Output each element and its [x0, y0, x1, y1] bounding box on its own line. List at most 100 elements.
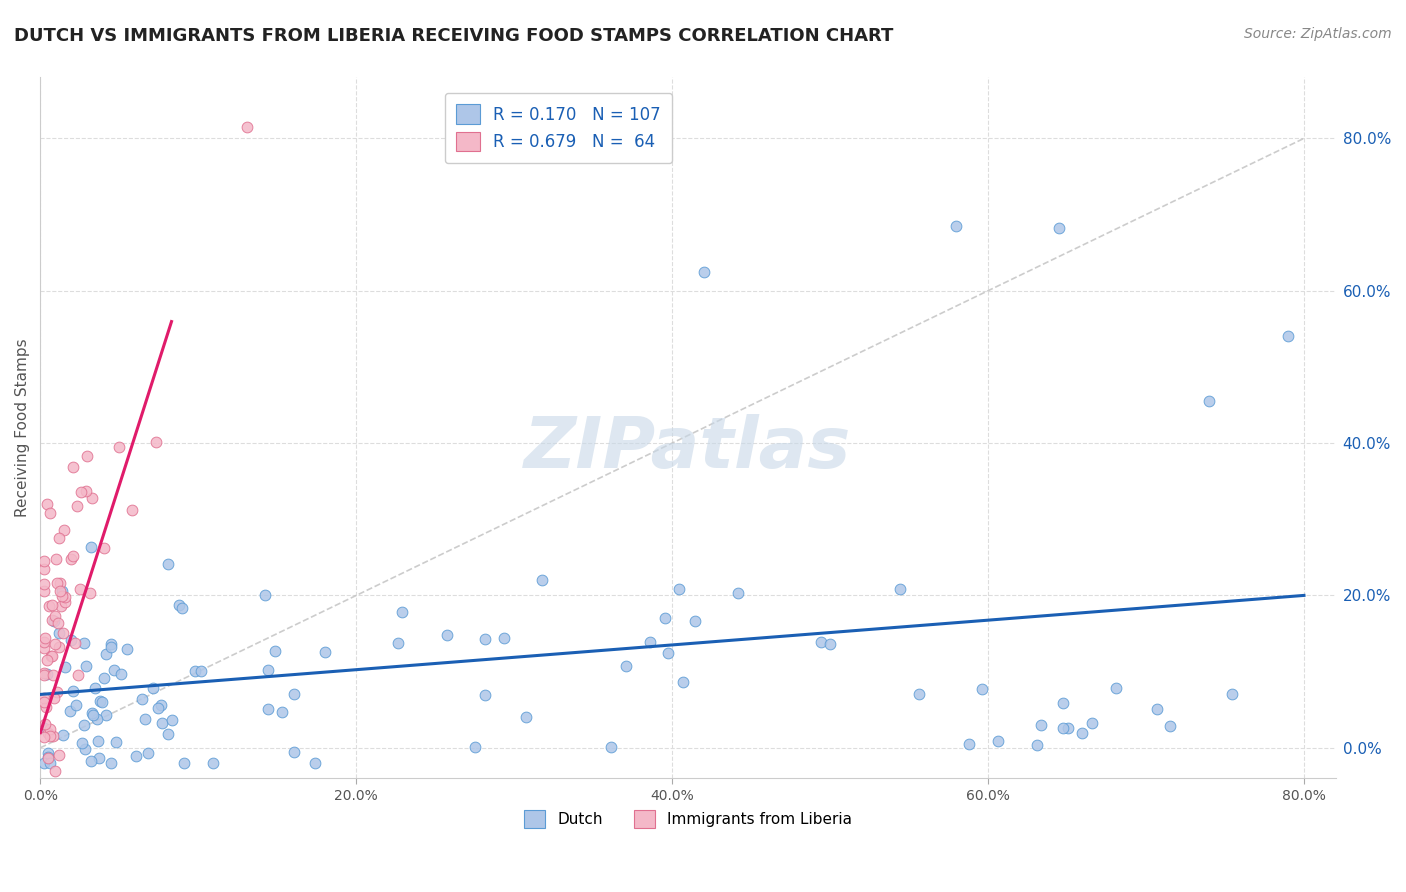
Point — [44, 764, 66, 778]
Point — [908, 687, 931, 701]
Point — [80, 754, 103, 768]
Point — [314, 645, 336, 659]
Point — [167, 598, 190, 612]
Point — [889, 582, 911, 596]
Point — [41, 613, 63, 627]
Point — [46, 615, 69, 630]
Point — [599, 739, 621, 754]
Point — [672, 675, 695, 690]
Text: ZIPatlas: ZIPatlas — [524, 415, 852, 483]
Point — [96, 647, 118, 661]
Point — [39, 506, 62, 520]
Point — [32, 721, 55, 735]
Point — [32, 667, 55, 681]
Point — [270, 705, 292, 719]
Point — [1081, 716, 1104, 731]
Point — [48, 748, 70, 763]
Point — [34, 716, 56, 731]
Point — [37, 746, 59, 760]
Point — [304, 756, 326, 770]
Point — [70, 485, 93, 500]
Point — [41, 598, 63, 612]
Point — [48, 531, 70, 545]
Point — [136, 746, 159, 760]
Point — [59, 704, 82, 718]
Point — [90, 695, 112, 709]
Point — [957, 737, 980, 751]
Point — [48, 640, 70, 654]
Point — [38, 722, 60, 736]
Point — [66, 668, 89, 682]
Point — [614, 659, 637, 673]
Point — [283, 687, 305, 701]
Point — [32, 634, 55, 648]
Point — [52, 728, 75, 742]
Point — [39, 729, 62, 743]
Point — [86, 734, 108, 748]
Point — [970, 681, 993, 696]
Point — [82, 706, 104, 720]
Point — [65, 698, 87, 712]
Point — [51, 589, 73, 603]
Point — [49, 599, 72, 614]
Point — [32, 577, 55, 591]
Point — [37, 725, 59, 739]
Point — [35, 699, 58, 714]
Point — [66, 499, 89, 513]
Point — [531, 573, 554, 587]
Point — [49, 575, 72, 590]
Point — [727, 586, 749, 600]
Point — [1159, 719, 1181, 733]
Point — [100, 640, 122, 654]
Point — [32, 641, 55, 656]
Point — [44, 609, 66, 624]
Text: Source: ZipAtlas.com: Source: ZipAtlas.com — [1244, 27, 1392, 41]
Point — [387, 636, 409, 650]
Point — [1052, 721, 1074, 735]
Point — [474, 632, 496, 646]
Point — [125, 749, 148, 764]
Point — [100, 756, 122, 770]
Point — [104, 735, 127, 749]
Point — [263, 644, 285, 658]
Point — [32, 584, 55, 599]
Point — [32, 695, 55, 709]
Point — [63, 636, 86, 650]
Point — [32, 554, 55, 568]
Point — [87, 751, 110, 765]
Point — [190, 664, 212, 678]
Point — [1105, 681, 1128, 695]
Point — [60, 632, 83, 647]
Point — [82, 707, 104, 722]
Point — [45, 552, 67, 566]
Point — [37, 653, 59, 667]
Point — [84, 681, 107, 695]
Point — [62, 683, 84, 698]
Point — [32, 690, 55, 705]
Point — [89, 693, 111, 707]
Point — [1047, 221, 1070, 235]
Point — [253, 588, 276, 602]
Point — [987, 733, 1010, 747]
Text: DUTCH VS IMMIGRANTS FROM LIBERIA RECEIVING FOOD STAMPS CORRELATION CHART: DUTCH VS IMMIGRANTS FROM LIBERIA RECEIVI… — [14, 27, 893, 45]
Point — [93, 541, 115, 555]
Point — [53, 660, 76, 674]
Point — [52, 626, 75, 640]
Point — [150, 716, 173, 731]
Point — [44, 637, 66, 651]
Point — [657, 646, 679, 660]
Point — [62, 549, 84, 563]
Point — [45, 685, 67, 699]
Point — [86, 713, 108, 727]
Point — [100, 637, 122, 651]
Point — [810, 635, 832, 649]
Point — [131, 692, 153, 706]
Point — [32, 666, 55, 681]
Point — [37, 497, 59, 511]
Point — [38, 756, 60, 770]
Point — [464, 740, 486, 755]
Point — [32, 562, 55, 576]
Point — [93, 671, 115, 685]
Point — [818, 637, 841, 651]
Point — [80, 540, 103, 554]
